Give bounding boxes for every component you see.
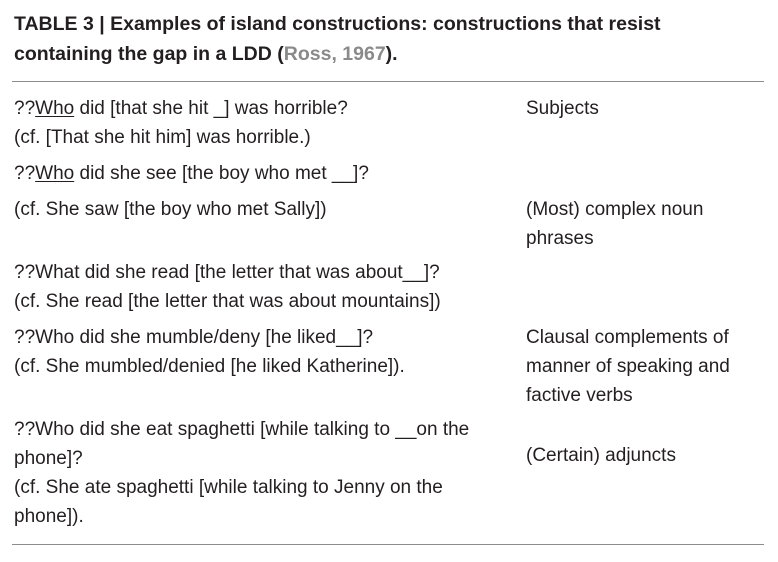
example-cell: ??Who did she see [the boy who met __]? xyxy=(14,159,494,188)
wh-word-underlined: Who xyxy=(35,163,75,184)
category-cell: Subjects xyxy=(526,98,599,119)
wh-word-underlined: Who xyxy=(35,98,75,119)
category-cell: Clausal complements of manner of speakin… xyxy=(526,327,730,406)
example-line: ??Who did she mumble/deny [he liked__]? xyxy=(14,327,374,348)
example-line: (cf. [That she hit him] was horrible.) xyxy=(14,127,311,148)
example-line: (cf. She ate spaghetti [while talking to… xyxy=(14,477,443,527)
table-caption: TABLE 3 | Examples of island constructio… xyxy=(14,9,764,69)
category-cell: (Certain) adjuncts xyxy=(526,445,676,466)
citation-close: ). xyxy=(385,43,398,65)
example-line: (cf. She saw [the boy who met Sally]) xyxy=(14,199,327,220)
example-text: did she see [the boy who met __]? xyxy=(74,163,369,184)
example-line: ??Who did she eat spaghetti [while talki… xyxy=(14,419,470,469)
category-cell: (Most) complex noun phrases xyxy=(526,199,704,249)
table-top-rule xyxy=(12,81,764,82)
example-line: (cf. She mumbled/denied [he liked Kather… xyxy=(14,356,405,377)
table-bottom-rule xyxy=(12,544,764,545)
citation-open-paren: ( xyxy=(277,43,284,65)
table-title: Examples of island constructions: constr… xyxy=(14,13,661,65)
example-cell: ??Who did she eat spaghetti [while talki… xyxy=(14,415,492,531)
example-text: did [that she hit _] was horrible? xyxy=(74,98,348,119)
example-line: (cf. She read [the letter that was about… xyxy=(14,291,441,312)
table-label: TABLE 3 | xyxy=(14,13,105,35)
example-line: ??Who did she see [the boy who met __]? xyxy=(14,159,494,188)
example-prefix: ?? xyxy=(14,98,36,119)
example-line: ??Who did [that she hit _] was horrible? xyxy=(14,94,494,123)
example-prefix: ?? xyxy=(14,163,36,184)
example-line: ??What did she read [the letter that was… xyxy=(14,262,440,283)
example-cell: ??What did she read [the letter that was… xyxy=(14,258,494,316)
example-cell: ??Who did she mumble/deny [he liked__]? … xyxy=(14,323,494,381)
citation-link[interactable]: Ross, 1967 xyxy=(283,43,386,65)
example-cell: (cf. She saw [the boy who met Sally]) xyxy=(14,195,494,224)
example-cell: ??Who did [that she hit _] was horrible?… xyxy=(14,94,494,152)
